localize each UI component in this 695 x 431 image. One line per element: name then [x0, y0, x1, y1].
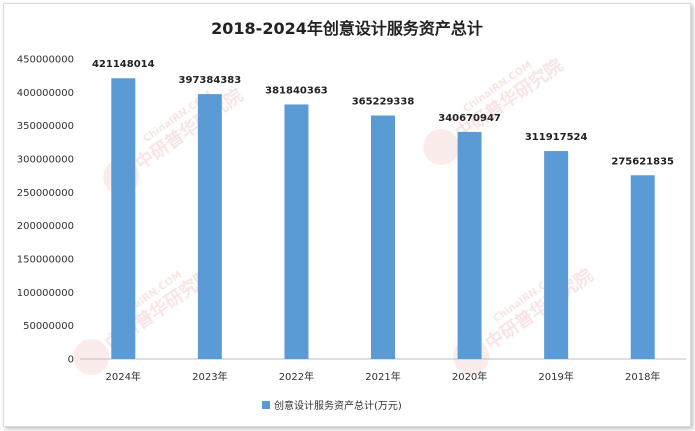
legend-label: 创意设计服务资产总计(万元) — [274, 399, 402, 412]
y-tick-label: 250000000 — [17, 188, 74, 199]
legend: 创意设计服务资产总计(万元) — [262, 399, 402, 412]
chart-frame: 2018-2024年创意设计服务资产总计 中研普华研究院 ChinaIRN.CO… — [3, 3, 691, 427]
bar — [371, 115, 395, 360]
y-tick-label: 100000000 — [17, 288, 74, 299]
watermark-cn: 中研普华研究院 — [481, 264, 597, 354]
y-tick-label: 0 — [68, 355, 74, 366]
bars-group — [111, 78, 655, 360]
y-axis: 0 50000000 100000000 150000000 200000000 2500… — [17, 55, 74, 366]
watermark-group: 中研普华研究院 ChinaIRN.COM 中研普华研究院 ChinaIRN.CO… — [73, 54, 597, 375]
bar — [630, 175, 655, 359]
data-label: 381840363 — [265, 85, 328, 96]
data-label: 397384383 — [179, 75, 242, 86]
x-tick-label: 2022年 — [279, 370, 314, 383]
watermark-logo-icon — [73, 338, 110, 375]
y-tick-label: 400000000 — [17, 88, 74, 99]
y-tick-label: 350000000 — [17, 121, 74, 132]
data-labels-group: 421148014 397384383 381840363 365229338 3406… — [92, 59, 674, 167]
x-tick-label: 2019年 — [538, 370, 573, 383]
y-tick-label: 150000000 — [17, 255, 74, 266]
bar — [197, 94, 222, 359]
y-tick-label: 450000000 — [17, 55, 74, 66]
data-label: 365229338 — [352, 97, 415, 108]
watermark-logo-icon — [423, 128, 460, 165]
bar-chart: 2018-2024年创意设计服务资产总计 中研普华研究院 ChinaIRN.CO… — [17, 19, 686, 412]
bar — [457, 131, 482, 359]
y-tick-label: 50000000 — [23, 321, 74, 332]
bar — [111, 78, 136, 360]
x-axis: 2024年 2023年 2022年 2021年 2020年 2019年 2018年 — [106, 370, 661, 383]
y-tick-label: 200000000 — [17, 221, 74, 232]
bar — [544, 151, 569, 359]
x-tick-label: 2020年 — [452, 370, 487, 383]
watermark-cn: 中研普华研究院 — [131, 84, 247, 174]
data-label: 340670947 — [438, 113, 501, 124]
x-tick-label: 2024年 — [106, 370, 141, 383]
data-label: 421148014 — [92, 59, 155, 70]
x-tick-label: 2021年 — [365, 370, 400, 383]
chart-title: 2018-2024年创意设计服务资产总计 — [211, 19, 483, 38]
watermark-cn: 中研普华研究院 — [451, 54, 567, 144]
x-tick-label: 2018年 — [625, 370, 660, 383]
bar — [284, 104, 309, 359]
data-label: 311917524 — [525, 132, 588, 143]
legend-swatch — [262, 401, 270, 409]
data-label: 275621835 — [611, 156, 674, 167]
y-tick-label: 300000000 — [17, 155, 74, 166]
x-tick-label: 2023年 — [192, 370, 227, 383]
